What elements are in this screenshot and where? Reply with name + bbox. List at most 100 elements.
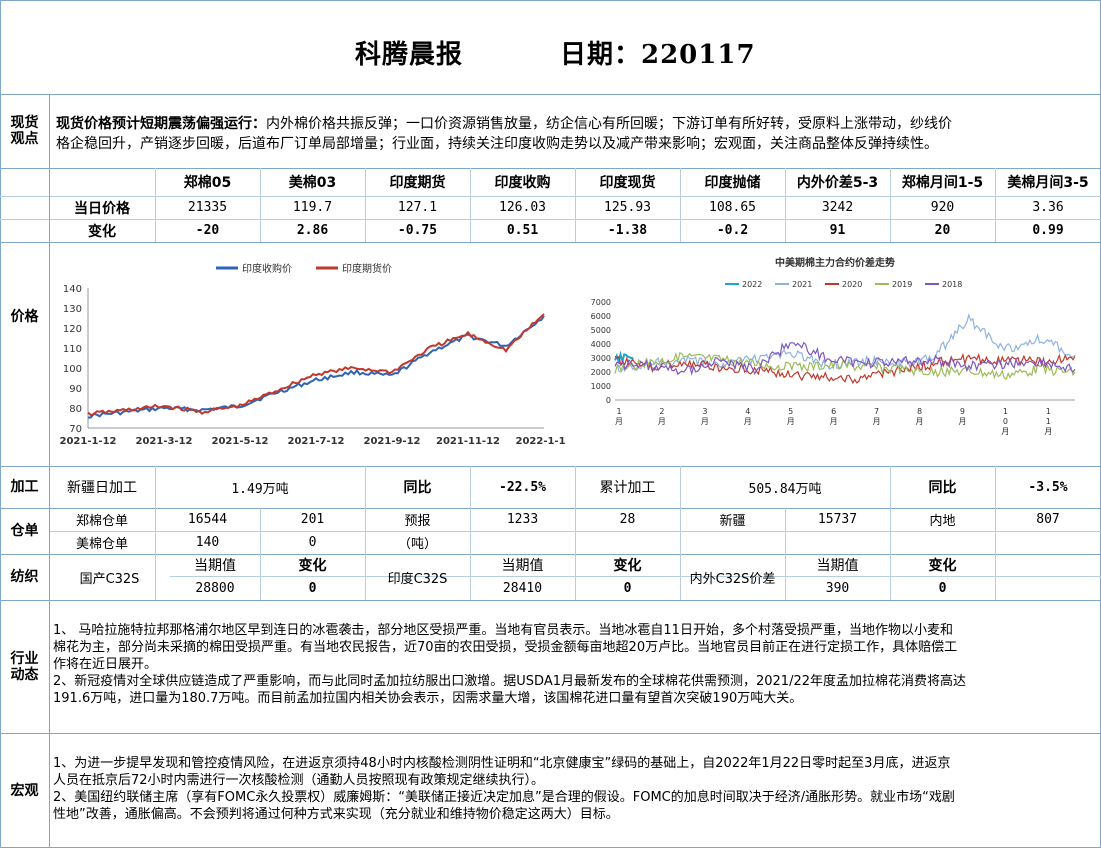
divider — [0, 94, 1101, 95]
total-processing-value: 505.84万吨 — [748, 481, 822, 497]
divider — [0, 508, 1101, 509]
price-change-value: -0.75 — [397, 223, 438, 238]
price-change-value: 20 — [934, 223, 951, 238]
price-change-value: 91 — [829, 223, 846, 238]
macro-line: 人员在抵京后72小时内需进行一次核酸检测（通勤人员按照现有政策规定继续执行）。 — [53, 773, 545, 788]
change-label: 变化 — [298, 558, 327, 574]
industry-line: 棉花为主，部分尚未采摘的棉田受损严重。有当地农民报告，近70亩的农田受损，受损金… — [53, 640, 958, 655]
us-warehouse-change: 0 — [308, 535, 317, 550]
xinjiang-processing-value: 1.49万吨 — [231, 481, 289, 497]
section-label-price: 价格 — [10, 309, 39, 325]
xinjiang-value: 15737 — [817, 512, 858, 527]
y-tick-label: 100 — [63, 364, 82, 375]
yoy-value: -22.5% — [499, 479, 546, 495]
y-tick-label: 7000 — [591, 298, 611, 307]
price-change-value: 0.51 — [506, 223, 539, 238]
price-header: 印度收购 — [494, 175, 551, 191]
divider — [49, 94, 50, 848]
y-tick-label: 80 — [69, 404, 82, 415]
india-c32s-label: 印度C32S — [387, 571, 448, 587]
xinjiang-label: 新疆 — [719, 514, 746, 529]
spread-c32s-value: 390 — [825, 580, 850, 596]
macro-line: 2、美国纽约联储主席（享有FOMC永久投票权）威廉姆斯：“美联储正接近决定加息”… — [53, 790, 955, 805]
india-price-chart: 70 80 90 100 110 120 130 140 2021-1-12 2021-3-12 2… — [59, 262, 566, 447]
zheng-warehouse-change: 201 — [300, 512, 325, 527]
india-c32s-value: 28410 — [502, 580, 543, 596]
section-label-spot: 现货观点 — [10, 115, 39, 147]
price-change-value: -1.38 — [607, 223, 648, 238]
legend-label: 2019 — [892, 280, 912, 289]
macro-line: 性地”改善，通胀偏高。不会预判将通过何种方式来实现（充分就业和维持物价稳定这两大… — [53, 807, 619, 822]
legend-label: 印度期货价 — [342, 262, 392, 275]
zheng-warehouse-value: 16544 — [187, 512, 228, 527]
divider — [0, 554, 1101, 555]
current-label: 当期值 — [816, 558, 859, 574]
price-header: 郑棉05 — [183, 175, 232, 191]
divider — [0, 219, 1101, 220]
price-today-value: 125.93 — [604, 200, 651, 215]
unit-label: （吨） — [397, 537, 437, 552]
india-c32s-change: 0 — [623, 580, 632, 596]
y-tick-label: 4000 — [591, 340, 611, 349]
yoy2-label: 同比 — [928, 480, 957, 496]
forecast-value: 1233 — [506, 512, 539, 527]
legend-label: 2022 — [742, 280, 762, 289]
macro-news: 1、为进一步提早发现和管控疫情风险，在进返京须持48小时内核酸检测阴性证明和“北… — [53, 755, 1097, 823]
price-header: 印度现货 — [599, 175, 656, 191]
y-tick-label: 70 — [69, 424, 82, 435]
inland-label: 内地 — [929, 514, 956, 529]
price-today-value: 126.03 — [499, 200, 546, 215]
cn-us-spread-chart: 中美期棉主力合约价差走势 2022 2021 2020 2019 2018 0 1000 200… — [591, 256, 1076, 436]
total-processing-label: 累计加工 — [599, 480, 656, 496]
section-label-warehouse: 仓单 — [10, 523, 39, 539]
section-label-industry: 行业动态 — [10, 650, 39, 683]
price-today-value: 3.36 — [1032, 200, 1064, 215]
series-line-印度期货价 — [87, 313, 545, 417]
price-today-value: 21335 — [187, 200, 228, 215]
change-label: 变化 — [928, 558, 957, 574]
y-tick-label: 3000 — [591, 354, 611, 363]
divider — [170, 576, 1101, 577]
industry-line: 191.6万吨，进口量为180.7万吨。而目前孟加拉国内相关协会表示，因需求量大… — [53, 691, 803, 706]
y-tick-label: 0 — [606, 396, 611, 405]
price-today-value: 920 — [930, 200, 955, 215]
y-tick-label: 140 — [63, 284, 82, 295]
price-change-value: -20 — [195, 223, 220, 238]
price-today-value: 127.1 — [397, 200, 438, 215]
yoy2-value: -3.5% — [1028, 479, 1068, 495]
macro-line: 1、为进一步提早发现和管控疫情风险，在进返京须持48小时内核酸检测阴性证明和“北… — [53, 756, 951, 771]
price-today-value: 119.7 — [292, 200, 333, 215]
divider — [0, 196, 1101, 197]
price-header: 内外价差5-3 — [796, 175, 879, 191]
legend-label: 印度收购价 — [242, 262, 292, 275]
legend-label: 2021 — [792, 280, 812, 289]
industry-line: 2、新冠疫情对全球供应链造成了严重影响，而与此同时孟加拉纺服出口激增。据USDA… — [53, 674, 966, 689]
price-header: 印度抛储 — [704, 175, 761, 191]
spread-c32s-label: 内外C32S价差 — [689, 571, 776, 587]
current-label: 当期值 — [501, 558, 544, 574]
divider — [0, 242, 1101, 243]
price-header: 美棉03 — [288, 175, 337, 191]
us-warehouse-value: 140 — [195, 535, 220, 550]
y-tick-label: 110 — [63, 344, 82, 355]
y-tick-label: 130 — [63, 304, 82, 315]
x-tick-label: 2021-5-12 — [211, 436, 268, 447]
y-tick-label: 6000 — [591, 312, 611, 321]
divider — [0, 466, 1101, 467]
zheng-warehouse-label: 郑棉仓单 — [75, 514, 128, 529]
series-line-2019 — [614, 351, 1076, 380]
divider — [0, 600, 1101, 601]
y-tick-label: 90 — [69, 384, 82, 395]
spot-view-text: 现货价格预计短期震荡偏强运行：内外棉价格共振反弹；一口价资源销售放量，纺企信心有… — [56, 116, 952, 152]
industry-news: 1、 马哈拉施特拉邦那格浦尔地区早到连日的冰雹袭击，部分地区受损严重。当地有官员… — [53, 622, 1097, 707]
chart-title: 中美期棉主力合约价差走势 — [775, 256, 895, 269]
industry-line: 作将在近日展开。 — [53, 657, 158, 672]
